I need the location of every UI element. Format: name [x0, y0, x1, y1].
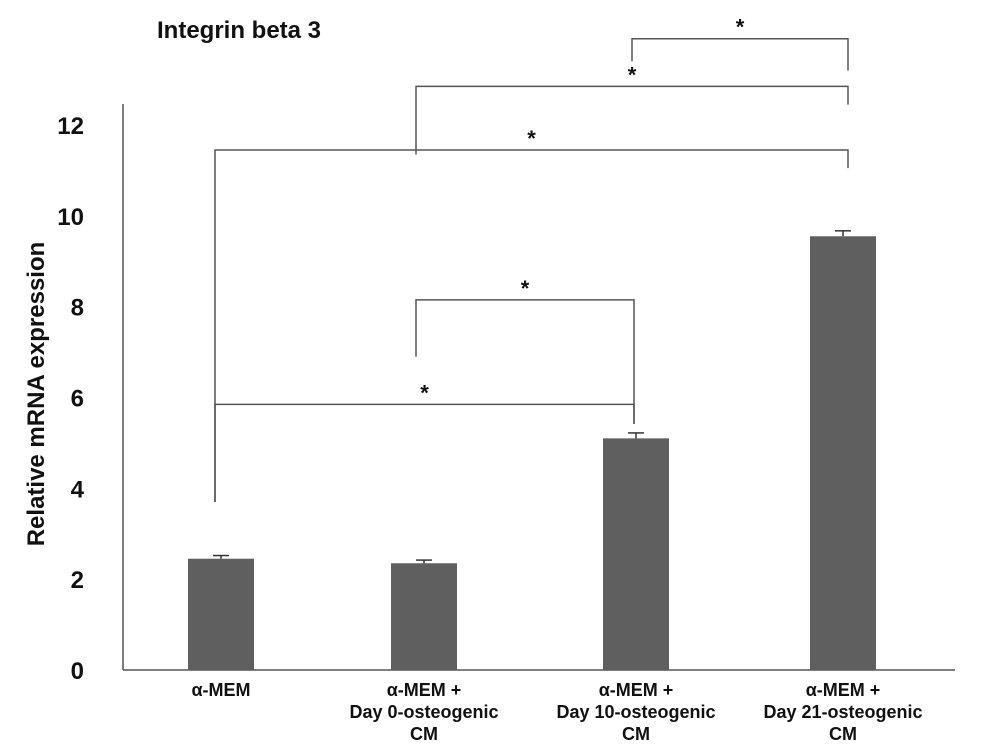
significance-star: * [420, 380, 429, 405]
x-tick-label: α-MEM + Day 10-osteogenic CM [556, 680, 715, 744]
significance-bracket [214, 149, 849, 502]
x-tick-label-line: α-MEM + [599, 680, 674, 700]
significance-star: * [521, 276, 530, 301]
x-tick-label-line: CM [622, 724, 650, 744]
x-tick-label: α-MEM + Day 21-osteogenic CM [763, 680, 922, 744]
significance-bracket [415, 85, 849, 155]
x-tick-label-line: Day 21-osteogenic [763, 702, 922, 722]
y-tick-label: 10 [57, 204, 84, 231]
significance-bracket [214, 403, 635, 502]
bar [391, 563, 457, 670]
significance-star: * [628, 62, 637, 87]
error-bars-layer [213, 230, 851, 564]
significance-star: * [527, 126, 536, 151]
x-tick-label-line: α-MEM + [387, 680, 462, 700]
x-tick-label: α-MEM + Day 0-osteogenic CM [349, 680, 498, 744]
significance-bracket [631, 37, 849, 71]
bar [188, 558, 254, 670]
x-tick-label: α-MEM [191, 680, 250, 700]
x-tick-label-line: α-MEM [191, 680, 250, 700]
x-tick-labels: α-MEM α-MEM + Day 0-osteogenic CMα-MEM + Day… [191, 680, 922, 744]
y-tick-labels: 0 2 4 6 8 10 12 [57, 113, 84, 685]
bar [810, 236, 876, 671]
y-tick-label: 8 [71, 295, 84, 322]
significance-star: * [736, 15, 745, 40]
y-tick-label: 12 [57, 113, 84, 140]
bars-layer [188, 236, 876, 671]
significance-brackets: * * * * * [214, 15, 849, 502]
y-tick-label: 6 [71, 386, 84, 413]
x-tick-label-line: Day 0-osteogenic [349, 702, 498, 722]
y-tick-label: 4 [71, 476, 85, 503]
y-tick-label: 0 [71, 658, 84, 685]
chart-title: Integrin beta 3 [157, 17, 321, 44]
significance-bracket [415, 299, 635, 424]
x-tick-label-line: α-MEM + [806, 680, 881, 700]
x-tick-label-line: Day 10-osteogenic [556, 702, 715, 722]
bar [603, 438, 669, 670]
x-tick-label-line: CM [829, 724, 857, 744]
y-tick-label: 2 [71, 567, 84, 594]
x-tick-label-line: CM [410, 724, 438, 744]
y-axis-label: Relative mRNA expression [23, 242, 50, 547]
